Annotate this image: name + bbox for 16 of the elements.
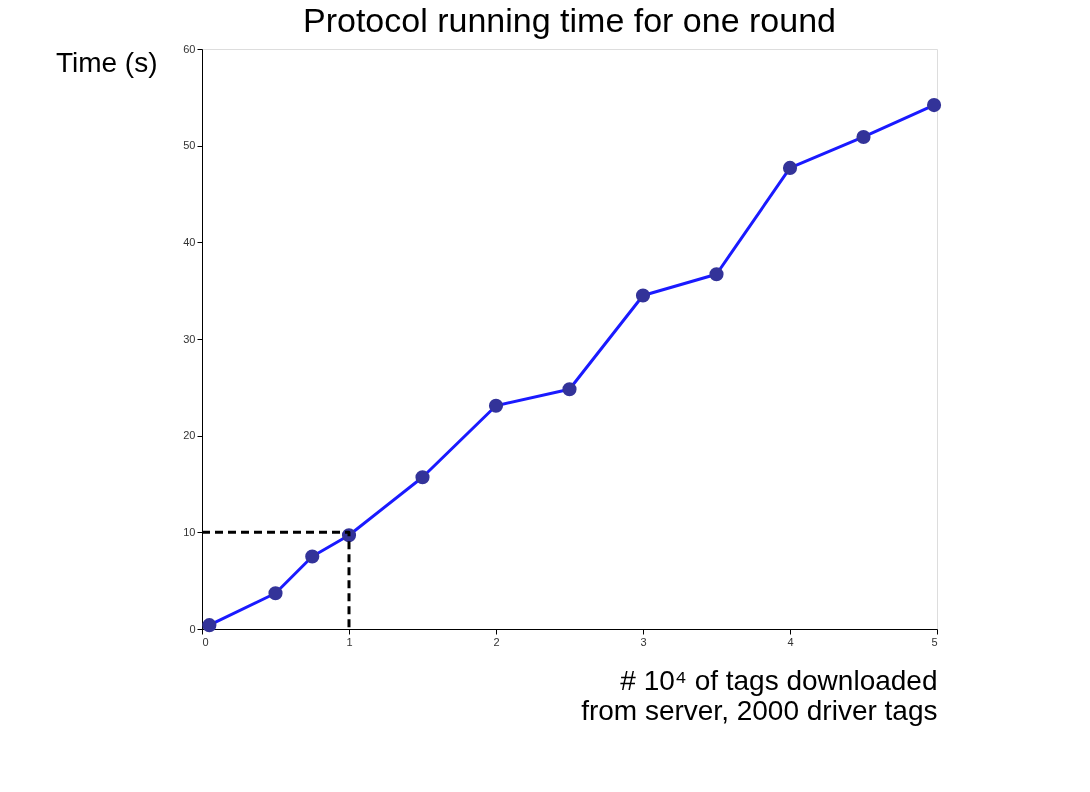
y-tick-label: 0	[189, 622, 196, 635]
y-tick-label: 40	[183, 235, 196, 248]
chart-title: Protocol running time for one round	[303, 1, 836, 39]
y-tick-label: 30	[183, 332, 196, 345]
x-tick-label: 4	[787, 635, 794, 648]
x-tick-label: 1	[346, 635, 353, 648]
x-axis-title: # 10⁴ of tags downloaded from server, 2000 driver tags	[581, 664, 938, 726]
y-tick-label: 20	[183, 429, 196, 442]
y-tick-label: 60	[183, 42, 196, 55]
y-tick-label: 10	[183, 525, 196, 538]
y-tick-label: 50	[183, 139, 196, 152]
x-tick-label: 0	[202, 635, 209, 648]
x-tick-label: 3	[640, 635, 647, 648]
y-axis-title: Time (s)	[55, 46, 158, 78]
x-tick-label: 2	[493, 635, 500, 648]
x-tick-label: 5	[931, 635, 938, 648]
